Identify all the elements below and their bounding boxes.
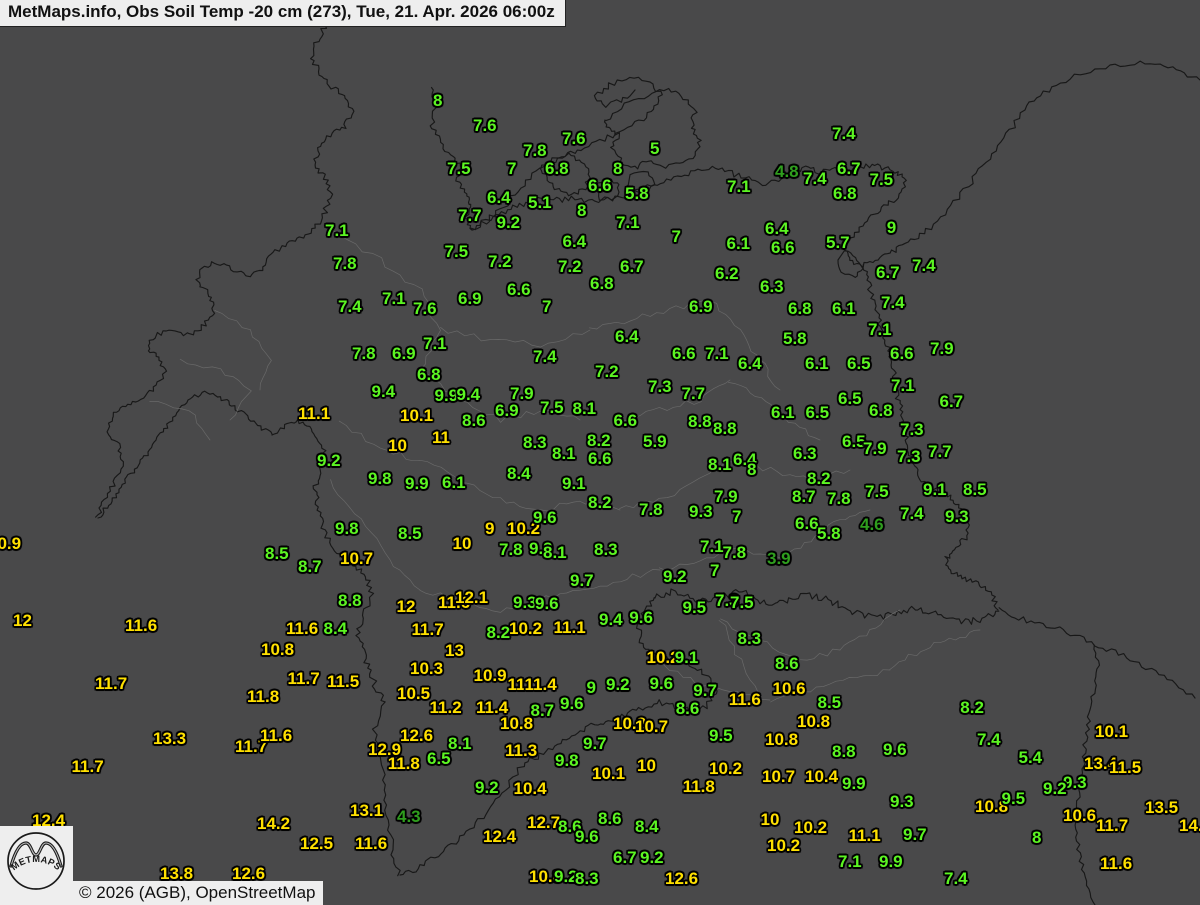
svg-text:METMAPS: METMAPS bbox=[9, 854, 63, 872]
